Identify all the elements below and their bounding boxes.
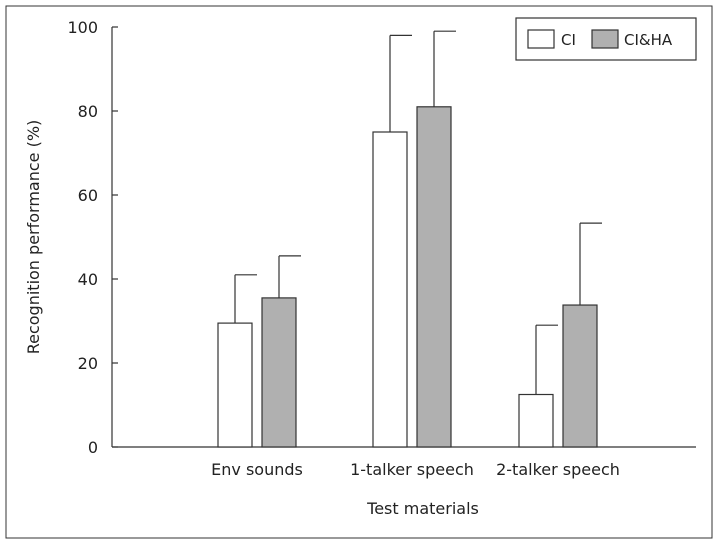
outer-frame <box>5 5 713 539</box>
y-tick-label: 60 <box>78 186 98 205</box>
x-tick-label: 2-talker speech <box>496 460 620 479</box>
y-tick-label: 100 <box>67 18 98 37</box>
y-tick-label: 0 <box>88 438 98 457</box>
bar-ci <box>372 131 408 448</box>
plot-area: 0 20 40 60 80 100 Env sounds 1-talker speech 2-t… <box>67 18 696 479</box>
bar-ci-ha <box>261 297 297 448</box>
legend-swatch <box>527 29 555 49</box>
x-tick-label: 1-talker speech <box>350 460 474 479</box>
bar-ci <box>217 322 253 448</box>
y-axis-title: Recognition performance (%) <box>24 120 43 355</box>
y-tick-label: 20 <box>78 354 98 373</box>
bar-ci <box>518 393 554 448</box>
legend-label: CI&HA <box>624 31 673 49</box>
legend-label: CI <box>561 31 576 49</box>
legend: CI CI&HA <box>515 17 697 61</box>
y-tick-label: 80 <box>78 102 98 121</box>
x-tick-label: Env sounds <box>211 460 303 479</box>
bar-ci-ha <box>562 304 598 448</box>
legend-swatch <box>591 29 619 49</box>
y-tick-label: 40 <box>78 270 98 289</box>
x-axis-title: Test materials <box>366 499 479 518</box>
bar-ci-ha <box>416 106 452 448</box>
